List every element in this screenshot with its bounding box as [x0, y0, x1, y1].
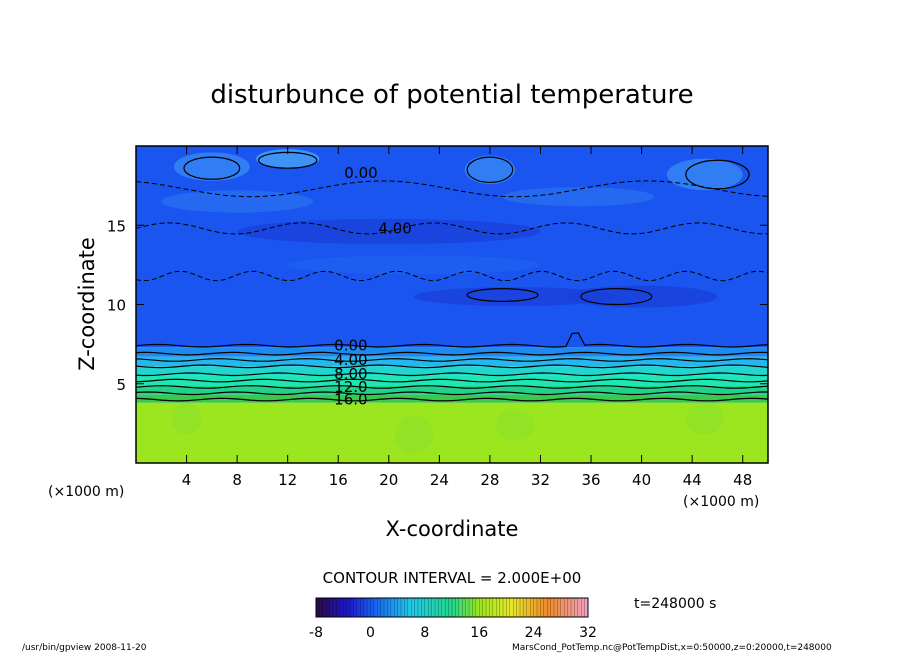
x-tick-label-4: 20: [379, 471, 398, 489]
contour-line-8: [136, 397, 768, 402]
x-tick-label-2: 12: [278, 471, 297, 489]
contour-closed-2: [466, 156, 514, 184]
x-tick-label-9: 40: [632, 471, 651, 489]
y-axis-ticks: 5 10 15: [107, 217, 768, 394]
contour-label-1: 4.00: [378, 219, 411, 237]
heat-band-7: [136, 146, 768, 348]
colorbar-tick-label-0: -8: [309, 625, 323, 641]
colorbar-tick-label-3: 16: [470, 625, 488, 641]
x-axis-ticks: 4 8 12 16 20 24 28 32 36 40 44 48: [182, 146, 752, 489]
heat-band-1: [136, 394, 768, 403]
y-tick-label-2: 15: [107, 217, 126, 235]
heat-band-3: [136, 375, 768, 386]
heat-patch-6: [565, 285, 718, 308]
heat-patch-13: [685, 402, 724, 435]
heat-patch-11: [395, 415, 434, 454]
heat-patch-9: [287, 255, 541, 275]
contour-dashed-0: [136, 222, 768, 235]
heat-band-4: [136, 366, 768, 376]
contour-line-1: [136, 351, 768, 356]
heat-band-5: [136, 356, 768, 367]
x-tick-label-8: 36: [581, 471, 600, 489]
footer-left: /usr/bin/gpview 2008-11-20: [22, 643, 147, 653]
contour-line-5: [136, 378, 768, 383]
colorbar-stripes: [319, 598, 585, 617]
colorbar-tick-label-1: 0: [366, 625, 375, 641]
contour-label-2: 0.00: [334, 337, 367, 355]
colorbar: -8 0 8 16 24 32: [309, 597, 597, 641]
contour-line-0: [136, 332, 768, 348]
contour-closed-3: [685, 159, 750, 190]
plot-area: [136, 146, 768, 463]
contour-line-2: [136, 358, 768, 362]
contour-label-4: 8.00: [334, 365, 367, 383]
x-tick-label-10: 44: [683, 471, 702, 489]
colorbar-tick-label-2: 8: [420, 625, 429, 641]
contour-lines: [136, 151, 768, 402]
x-unit-right: (×1000 m): [683, 494, 759, 510]
contour-line-7: [136, 391, 768, 396]
contour-line-4: [136, 372, 768, 377]
heat-patch-8: [502, 187, 655, 207]
contour-dashed-2: [136, 270, 768, 282]
contour-dashed-1: [136, 180, 768, 198]
x-tick-label-7: 32: [531, 471, 550, 489]
x-tick-label-3: 16: [329, 471, 348, 489]
heat-patch-10: [171, 402, 202, 435]
contour-label-6: 16.0: [334, 391, 367, 409]
x-tick-label-6: 28: [480, 471, 499, 489]
x-axis-label: X-coordinate: [386, 517, 519, 541]
heat-patch-7: [161, 190, 313, 213]
heat-patch-2: [464, 155, 516, 185]
y-tick-label-1: 10: [107, 297, 126, 315]
x-tick-label-5: 24: [430, 471, 449, 489]
heat-patch-5: [414, 287, 617, 307]
contour-line-3: [136, 364, 768, 369]
heat-band-2: [136, 385, 768, 395]
contour-closed-0: [183, 156, 241, 180]
y-tick-label-0: 5: [116, 376, 126, 394]
y-axis-label: Z-coordinate: [75, 237, 99, 371]
heat-patch-3: [666, 158, 743, 191]
footer-right: MarsCond_PotTemp.nc@PotTempDist,x=0:5000…: [512, 643, 832, 653]
contour-label-5: 12.0: [334, 378, 367, 396]
x-unit-left: (×1000 m): [48, 484, 124, 500]
heat-band-6: [136, 347, 768, 357]
colorbar-ticks: -8 0 8 16 24 32: [309, 625, 597, 641]
colorbar-tick-label-5: 32: [579, 625, 597, 641]
x-tick-label-11: 48: [733, 471, 752, 489]
contour-closed-5: [466, 288, 539, 302]
chart-title: disturbunce of potential temperature: [210, 80, 693, 110]
heat-patch-12: [496, 409, 535, 441]
contour-interval: CONTOUR INTERVAL = 2.000E+00: [323, 569, 582, 587]
x-tick-label-1: 8: [232, 471, 242, 489]
colorbar-tick-label-4: 24: [525, 625, 543, 641]
time-label: t=248000 s: [634, 596, 716, 612]
contour-label-0: 0.00: [344, 164, 377, 182]
x-tick-label-0: 4: [182, 471, 192, 489]
heat-band-0: [136, 402, 768, 463]
contour-closed-4: [580, 288, 653, 306]
contour-line-6: [136, 385, 768, 389]
contour-label-3: 4.00: [334, 351, 367, 369]
